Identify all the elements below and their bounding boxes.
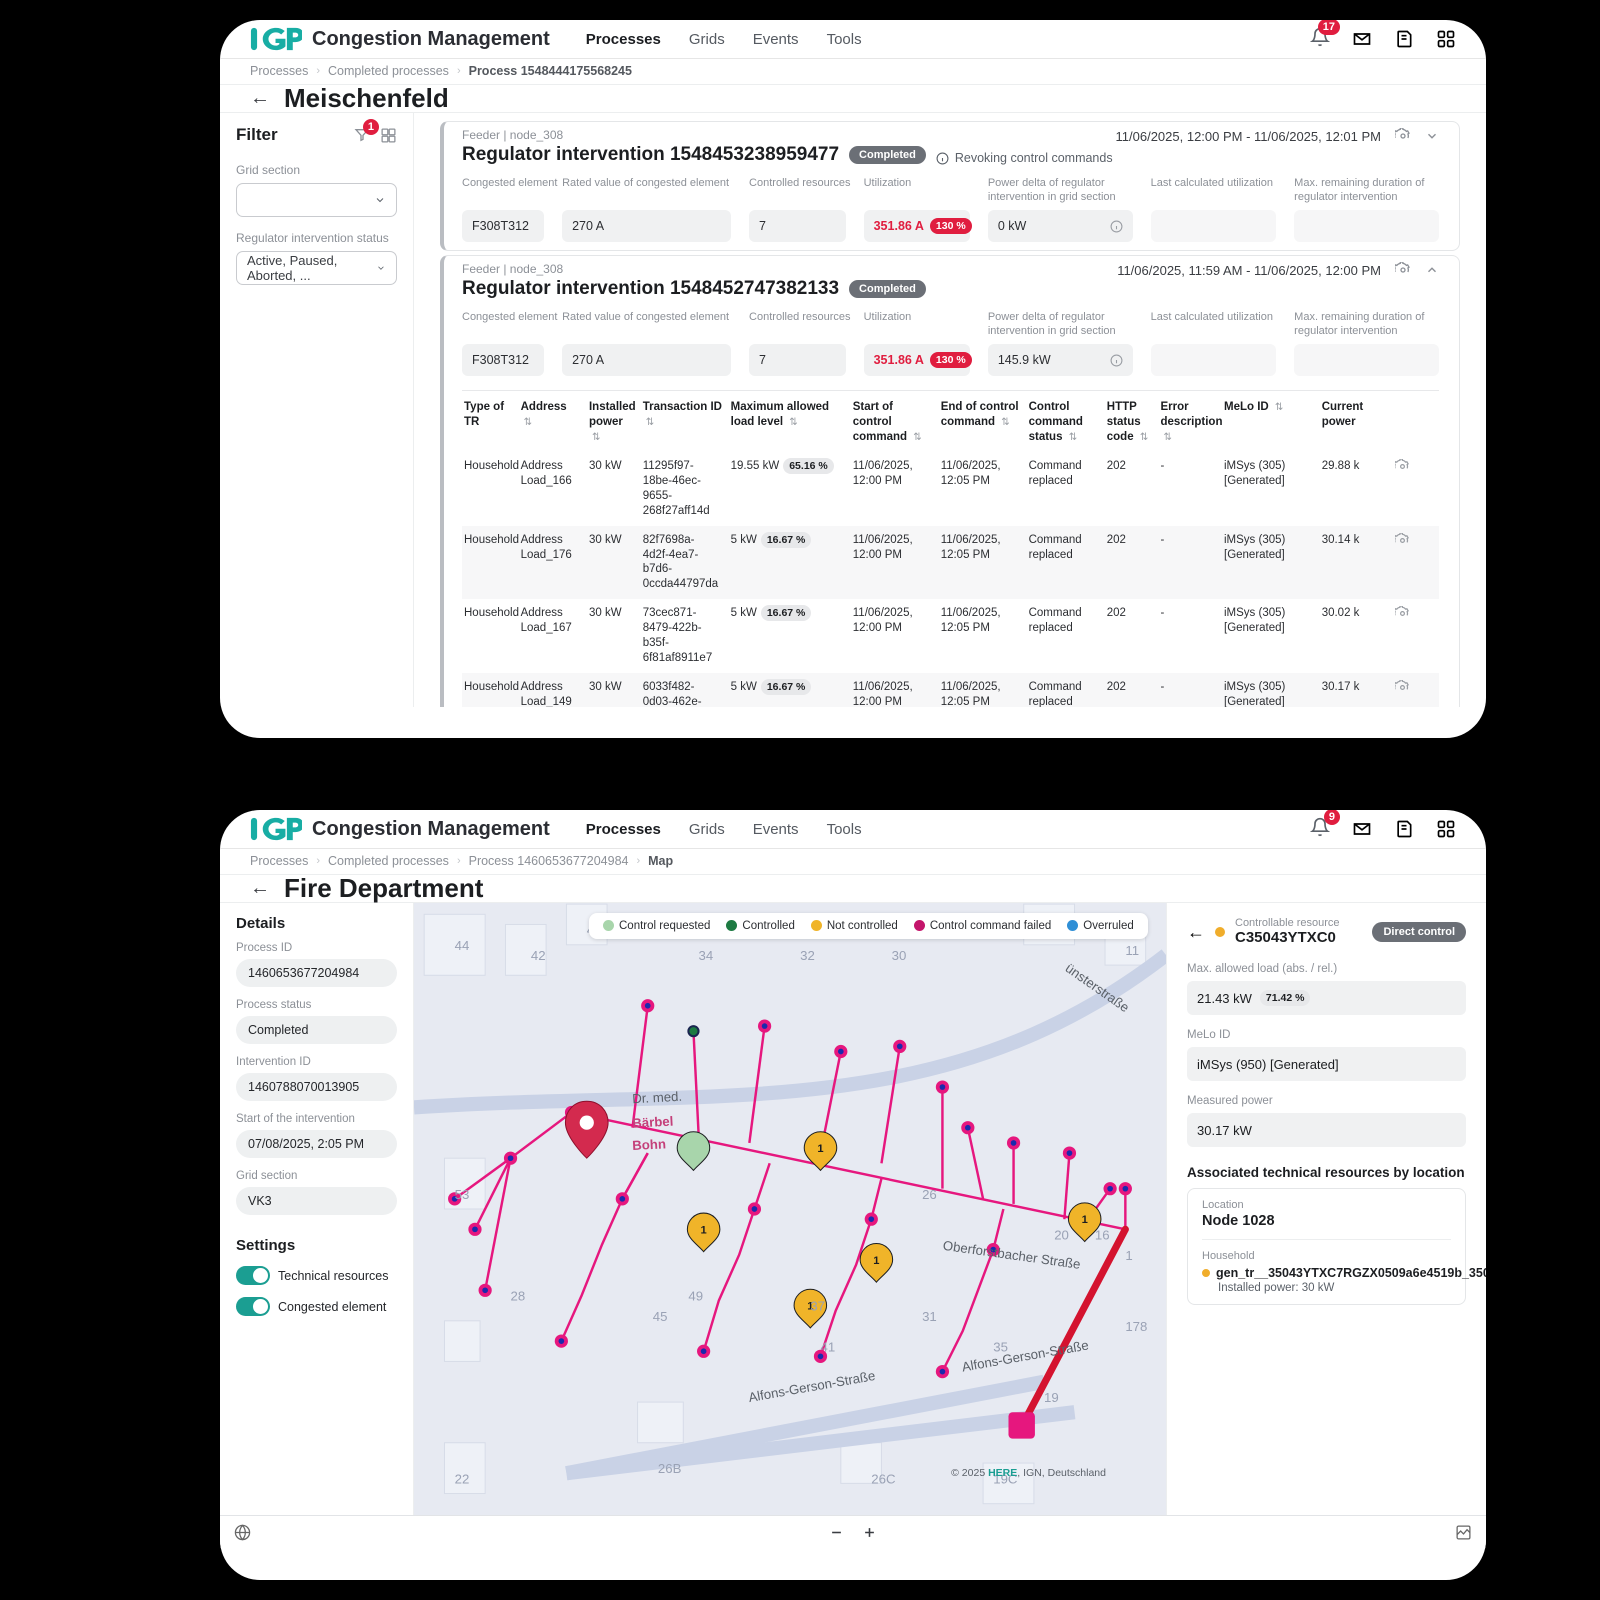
svg-text:45: 45 — [653, 1309, 668, 1324]
svg-text:Bohn: Bohn — [632, 1136, 666, 1153]
svg-text:26: 26 — [922, 1187, 937, 1202]
svg-text:22: 22 — [455, 1471, 470, 1486]
svg-text:1: 1 — [1125, 1248, 1132, 1263]
svg-text:1: 1 — [1082, 1214, 1088, 1226]
svg-text:11: 11 — [1125, 943, 1139, 958]
svg-text:49: 49 — [688, 1288, 703, 1303]
svg-text:1: 1 — [701, 1224, 707, 1236]
svg-text:35: 35 — [993, 1339, 1008, 1354]
svg-text:53: 53 — [455, 1187, 470, 1202]
svg-text:178: 178 — [1125, 1319, 1147, 1334]
svg-text:28: 28 — [511, 1288, 526, 1303]
svg-text:26B: 26B — [658, 1461, 682, 1476]
svg-text:1: 1 — [817, 1143, 823, 1155]
svg-text:16: 16 — [1095, 1227, 1110, 1242]
svg-text:26C: 26C — [871, 1471, 896, 1486]
svg-text:41: 41 — [820, 1339, 835, 1354]
svg-text:30: 30 — [892, 948, 907, 963]
svg-text:20: 20 — [1054, 1227, 1069, 1242]
svg-text:1: 1 — [873, 1255, 879, 1267]
svg-text:19: 19 — [1044, 1390, 1059, 1405]
svg-text:31: 31 — [922, 1309, 937, 1324]
svg-text:42: 42 — [531, 948, 546, 963]
svg-text:34: 34 — [699, 948, 714, 963]
svg-text:37: 37 — [810, 1299, 825, 1314]
svg-text:Bärbel: Bärbel — [632, 1114, 674, 1131]
svg-text:32: 32 — [800, 948, 815, 963]
svg-text:Dr. med.: Dr. med. — [632, 1089, 683, 1107]
svg-text:44: 44 — [455, 938, 470, 953]
